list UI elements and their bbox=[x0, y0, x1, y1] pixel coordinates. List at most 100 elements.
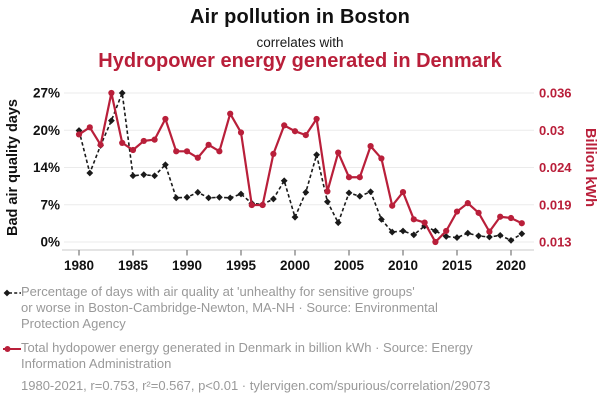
data-point-circle bbox=[389, 202, 396, 209]
x-axis-tick-label: 1995 bbox=[226, 258, 257, 273]
x-axis-tick-label: 2015 bbox=[442, 258, 473, 273]
data-point-circle bbox=[410, 216, 417, 223]
right-axis-tick-label: 0.024 bbox=[539, 160, 572, 175]
data-point-circle bbox=[324, 188, 331, 195]
data-point-circle bbox=[302, 132, 309, 139]
data-point-diamond bbox=[226, 194, 234, 202]
data-point-circle bbox=[367, 143, 374, 150]
data-point-circle bbox=[162, 115, 169, 123]
data-point-diamond bbox=[410, 231, 418, 239]
data-point-diamond bbox=[183, 193, 191, 201]
data-point-circle bbox=[97, 141, 104, 148]
data-point-circle bbox=[497, 213, 504, 220]
right-axis-tick-label: 0.019 bbox=[539, 197, 572, 212]
chart-plot-area: 0% 0.013 7% 0.019 14% 0.024 20% 0.03 27% 0.036 198… bbox=[5, 86, 598, 274]
data-point-circle bbox=[378, 155, 385, 162]
data-point-diamond bbox=[367, 188, 374, 196]
data-point-diamond bbox=[270, 195, 277, 203]
data-point-circle bbox=[248, 201, 255, 209]
x-axis-tick-label: 2010 bbox=[388, 258, 418, 273]
right-axis-tick-label: 0.013 bbox=[539, 235, 572, 250]
x-axis-tick-label: 1985 bbox=[118, 258, 149, 273]
data-point-circle bbox=[464, 200, 471, 207]
left-axis-tick-label: 20% bbox=[33, 123, 60, 138]
data-point-diamond bbox=[162, 161, 169, 169]
chart-title-primary: Air pollution in Boston bbox=[189, 6, 411, 28]
data-point-diamond bbox=[475, 232, 482, 240]
left-axis-tick-label: 14% bbox=[33, 160, 60, 175]
data-point-circle bbox=[270, 150, 277, 157]
x-axis-tick-label: 1980 bbox=[64, 258, 94, 273]
data-point-circle bbox=[129, 146, 137, 154]
legend-entry-air-quality: Percentage of days with air quality at '… bbox=[21, 284, 438, 331]
data-point-circle bbox=[486, 228, 493, 235]
data-point-circle bbox=[507, 214, 515, 222]
legend-entry-hydropower: Total hydopower energy generated in Denm… bbox=[21, 340, 473, 371]
data-point-circle bbox=[173, 148, 180, 155]
data-point-circle bbox=[140, 137, 147, 145]
data-point-diamond bbox=[518, 230, 526, 238]
data-point-circle bbox=[421, 219, 428, 226]
data-point-diamond bbox=[453, 234, 461, 241]
data-point-circle bbox=[281, 122, 288, 129]
right-axis-tick-label: 0.03 bbox=[539, 123, 564, 138]
data-point-diamond bbox=[486, 233, 493, 241]
data-point-diamond bbox=[291, 213, 299, 221]
data-point-diamond bbox=[464, 229, 472, 237]
right-axis-tick-label: 0.036 bbox=[539, 86, 572, 101]
data-point-circle bbox=[86, 124, 93, 131]
left-axis-tick-label: 27% bbox=[33, 86, 60, 101]
data-point-diamond bbox=[237, 190, 245, 198]
chart-title-connector: correlates with bbox=[256, 35, 344, 50]
data-point-diamond bbox=[507, 236, 515, 244]
data-point-diamond bbox=[378, 215, 385, 223]
data-point-diamond bbox=[86, 169, 94, 177]
left-axis-title: Bad air quality days bbox=[5, 99, 21, 236]
data-point-diamond bbox=[194, 188, 202, 196]
data-point-circle bbox=[259, 201, 266, 209]
right-axis-title: Billion kWh bbox=[582, 128, 598, 207]
data-point-circle bbox=[475, 209, 482, 216]
legend-marker-dashed-black-icon bbox=[3, 289, 21, 297]
data-point-circle bbox=[335, 149, 342, 156]
data-point-diamond bbox=[496, 231, 504, 239]
data-point-circle bbox=[356, 174, 363, 181]
data-point-circle bbox=[194, 154, 201, 161]
data-point-diamond bbox=[118, 89, 126, 97]
data-point-circle bbox=[151, 136, 158, 143]
data-point-diamond bbox=[388, 228, 396, 236]
chart-title-secondary: Hydropower energy generated in Denmark bbox=[98, 50, 502, 72]
data-point-diamond bbox=[216, 193, 223, 201]
left-axis-tick-label: 7% bbox=[40, 197, 60, 212]
data-point-circle bbox=[291, 128, 299, 135]
legend-marker-solid-red-icon bbox=[3, 346, 21, 352]
x-axis-tick-label: 2005 bbox=[334, 258, 365, 273]
data-point-diamond bbox=[399, 227, 407, 235]
data-point-diamond bbox=[129, 172, 137, 180]
data-point-circle bbox=[237, 129, 245, 136]
data-point-diamond bbox=[205, 194, 212, 202]
data-point-circle bbox=[108, 89, 115, 97]
data-point-circle bbox=[345, 174, 353, 181]
data-point-circle bbox=[432, 238, 439, 246]
data-point-diamond bbox=[280, 177, 288, 185]
data-point-circle bbox=[227, 110, 234, 117]
data-point-circle bbox=[453, 208, 461, 215]
data-point-diamond bbox=[313, 151, 320, 159]
data-point-diamond bbox=[334, 219, 342, 227]
x-axis-tick-label: 1990 bbox=[172, 258, 202, 273]
data-point-circle bbox=[518, 220, 525, 227]
data-point-diamond bbox=[442, 233, 450, 240]
data-point-circle bbox=[119, 139, 126, 146]
data-point-diamond bbox=[151, 172, 158, 180]
data-point-circle bbox=[313, 115, 320, 123]
left-axis-tick-label: 0% bbox=[40, 235, 60, 250]
data-point-diamond bbox=[432, 227, 439, 235]
data-point-diamond bbox=[172, 194, 180, 202]
stats-and-source-note: 1980-2021, r=0.753, r²=0.567, p<0.01 · t… bbox=[21, 378, 491, 393]
data-point-circle bbox=[75, 131, 83, 138]
data-point-circle bbox=[183, 148, 191, 155]
data-point-circle bbox=[216, 148, 223, 155]
data-point-circle bbox=[205, 141, 212, 148]
